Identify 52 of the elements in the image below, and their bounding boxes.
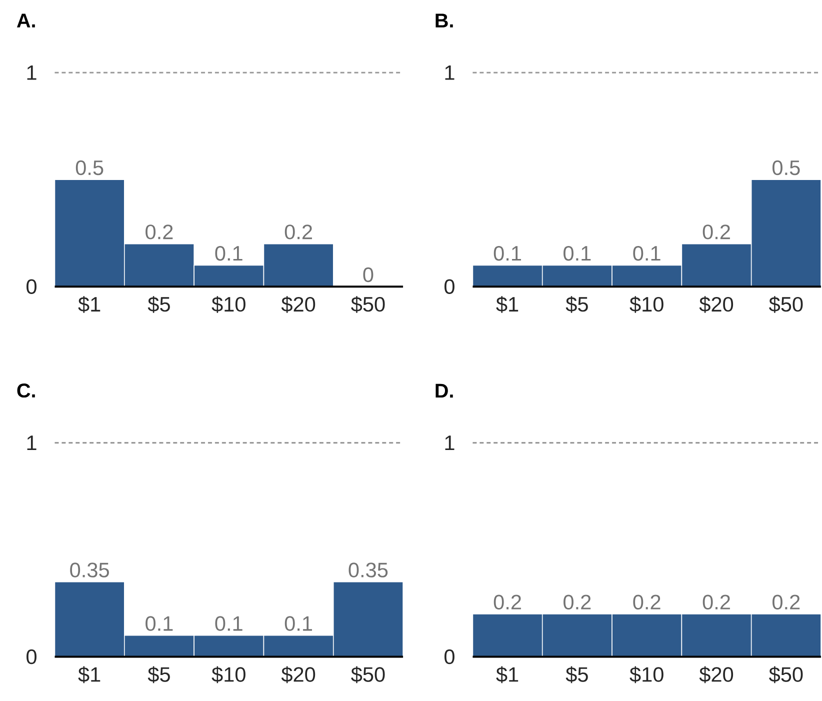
y-tick-label: 0 [26, 279, 36, 294]
x-tick-label: $1 [78, 296, 100, 314]
chart-title: B. [436, 14, 453, 28]
data-label: 0.1 [494, 246, 521, 261]
data-label: 0.35 [70, 562, 109, 578]
x-tick-label: $50 [769, 296, 803, 314]
chart-title: C. [17, 384, 35, 398]
y-tick-label: 1 [445, 66, 454, 80]
y-tick-label: 1 [27, 436, 36, 450]
y-tick-label: 1 [27, 66, 36, 80]
data-label: 0.1 [564, 246, 591, 261]
y-tick-label: 0 [444, 279, 454, 294]
x-tick-label: $5 [148, 296, 170, 314]
x-tick-label: $10 [630, 296, 664, 314]
data-label: 0.2 [633, 594, 660, 610]
chart-title: A. [16, 14, 35, 28]
x-tick-label: $20 [281, 296, 316, 314]
data-label: 0.2 [702, 224, 730, 240]
data-label: 0.2 [564, 594, 591, 610]
x-tick-label: $50 [351, 666, 385, 684]
x-tick-label: $1 [78, 666, 100, 684]
x-tick-label: $1 [496, 666, 518, 684]
data-label: 0.1 [146, 616, 173, 632]
x-tick-label: $5 [566, 296, 588, 314]
y-tick-label: 1 [445, 436, 454, 450]
data-label: 0.1 [215, 616, 242, 632]
data-label: 0.2 [494, 594, 521, 610]
data-label: 0 [363, 268, 374, 282]
x-tick-label: $5 [148, 666, 170, 684]
x-tick-label: $10 [212, 666, 246, 684]
x-tick-label: $20 [699, 296, 734, 314]
x-tick-label: $10 [630, 666, 664, 684]
data-label: 0.1 [284, 616, 312, 632]
data-label: 0.2 [772, 594, 800, 610]
y-tick-label: 0 [444, 650, 454, 664]
data-label: 0.5 [76, 160, 104, 176]
x-tick-label: $5 [566, 666, 588, 684]
data-label: 0.2 [702, 594, 730, 610]
data-label: 0.1 [633, 246, 660, 261]
chart-title: D. [436, 384, 453, 398]
data-label: 0.2 [284, 224, 312, 240]
x-tick-label: $20 [281, 666, 316, 684]
data-label: 0.2 [146, 224, 173, 240]
x-tick-label: $10 [212, 296, 246, 314]
data-label: 0.1 [215, 246, 242, 261]
x-tick-label: $50 [769, 666, 803, 684]
data-label: 0.35 [348, 562, 388, 578]
x-tick-label: $50 [351, 296, 385, 314]
y-tick-label: 0 [26, 650, 36, 664]
x-tick-label: $1 [496, 296, 518, 314]
data-label: 0.5 [772, 160, 800, 176]
x-tick-label: $20 [699, 666, 734, 684]
